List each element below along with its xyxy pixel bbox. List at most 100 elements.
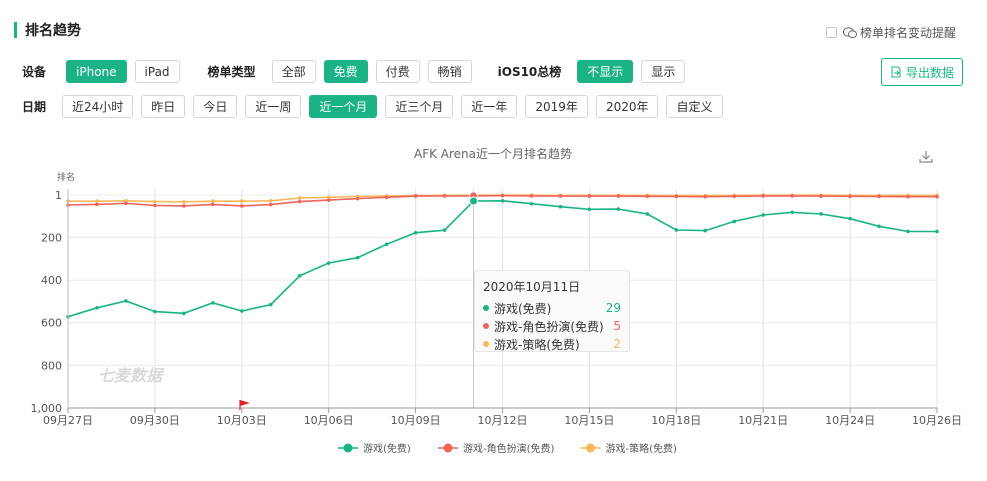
date-option-3months[interactable]: 近三个月 <box>385 95 454 118</box>
ios10-show[interactable]: 显示 <box>641 60 686 83</box>
data-point <box>182 200 186 204</box>
list-type-free[interactable]: 免费 <box>323 60 368 83</box>
data-point <box>558 193 563 198</box>
data-point <box>848 216 852 221</box>
chart-tooltip: 2020年10月11日 游戏(免费) 29 游戏-角色扮演(免费) 5 游戏-策… <box>474 270 630 352</box>
tooltip-series-name: 游戏-策略(免费) <box>494 337 580 352</box>
data-point <box>877 224 881 229</box>
data-point <box>268 202 273 207</box>
data-point <box>413 193 418 198</box>
data-point <box>848 193 852 198</box>
data-point <box>935 193 939 198</box>
data-point <box>469 196 479 206</box>
data-point <box>182 204 186 208</box>
legend-item[interactable]: 游戏(免费) <box>338 442 411 455</box>
data-point <box>268 302 273 307</box>
data-point <box>153 309 157 314</box>
export-label: 导出数据 <box>905 65 954 80</box>
date-option-2019[interactable]: 2019年 <box>525 95 588 118</box>
data-point <box>906 193 910 198</box>
data-point <box>790 193 794 198</box>
data-point <box>674 228 679 232</box>
date-option-yesterday[interactable]: 昨日 <box>141 95 186 118</box>
data-point <box>674 194 679 199</box>
x-tick-label: 10月21日 <box>738 414 788 427</box>
data-point <box>442 194 447 198</box>
data-point <box>645 194 650 199</box>
data-point <box>153 203 157 208</box>
data-point <box>761 194 765 198</box>
data-point <box>442 193 447 198</box>
list-type-all[interactable]: 全部 <box>271 60 316 83</box>
data-point <box>240 309 244 313</box>
tooltip-row: 游戏-角色扮演(免费) 5 <box>483 317 621 335</box>
y-tick-label: 800 <box>41 359 62 372</box>
date-option-2020[interactable]: 2020年 <box>595 95 659 118</box>
y-tick-label: 1,000 <box>31 402 63 415</box>
wechat-icon <box>842 26 857 39</box>
ios10-hide[interactable]: 不显示 <box>577 60 634 83</box>
export-data-button[interactable]: 导出数据 <box>881 58 963 86</box>
header-accent-bar <box>14 22 17 38</box>
data-point <box>732 194 737 199</box>
list-type-paid[interactable]: 付费 <box>375 60 420 83</box>
data-point <box>790 210 794 215</box>
data-point <box>761 213 765 217</box>
list-type-grossing[interactable]: 畅销 <box>427 60 472 83</box>
data-point <box>95 202 99 207</box>
series-line <box>67 194 937 207</box>
data-point <box>384 242 389 247</box>
x-tick-label: 10月26日 <box>912 414 962 427</box>
date-option-year[interactable]: 近一年 <box>461 95 518 118</box>
data-point <box>326 198 331 202</box>
legend-item[interactable]: 游戏-策略(免费) <box>580 442 678 455</box>
data-point <box>297 274 302 278</box>
data-point <box>153 199 157 204</box>
alert-label: 榜单排名变动提醒 <box>859 26 956 40</box>
data-point <box>413 194 418 198</box>
device-option-iphone[interactable]: iPhone <box>66 60 127 83</box>
legend-marker <box>586 443 595 453</box>
data-point <box>935 194 939 199</box>
data-point <box>211 301 215 305</box>
data-point <box>442 228 447 232</box>
y-tick-label: 1 <box>55 189 62 202</box>
rank-change-alert[interactable]: 榜单排名变动提醒 <box>825 24 956 41</box>
device-option-ipad[interactable]: iPad <box>134 60 180 83</box>
data-point <box>906 229 910 234</box>
tooltip-date: 2020年10月11日 <box>483 280 581 294</box>
tooltip-dot-strategy <box>483 341 489 347</box>
date-option-month[interactable]: 近一个月 <box>309 95 378 118</box>
data-point <box>469 190 479 200</box>
download-icon[interactable] <box>919 151 933 163</box>
date-option-today[interactable]: 今日 <box>193 95 238 118</box>
legend-marker <box>343 443 353 453</box>
tooltip-series-name: 游戏-角色扮演(免费) <box>494 319 604 334</box>
legend-item[interactable]: 游戏-角色扮演(免费) <box>438 442 555 455</box>
x-tick-label: 10月09日 <box>391 414 441 427</box>
alert-checkbox[interactable] <box>825 27 837 38</box>
tooltip-dot-rpg <box>483 323 489 329</box>
x-tick-label: 10月03日 <box>217 414 267 427</box>
export-icon <box>890 66 902 78</box>
data-point <box>935 229 939 234</box>
data-point <box>355 194 360 199</box>
data-point <box>240 204 244 208</box>
data-point <box>877 193 881 198</box>
data-point <box>587 194 592 198</box>
date-option-week[interactable]: 近一周 <box>245 95 302 118</box>
section-header: 排名趋势 <box>14 20 81 40</box>
date-option-custom[interactable]: 自定义 <box>666 95 723 118</box>
tooltip-series-name: 游戏(免费) <box>494 301 552 316</box>
data-point <box>703 228 708 233</box>
data-point <box>297 199 302 204</box>
x-tick-label: 10月24日 <box>825 414 875 427</box>
data-point <box>877 194 881 199</box>
y-tick-label: 200 <box>41 231 62 244</box>
date-option-24h[interactable]: 近24小时 <box>62 95 134 118</box>
data-point <box>124 198 128 203</box>
data-point <box>66 199 70 203</box>
x-tick-label: 10月12日 <box>478 414 528 427</box>
data-point <box>182 311 186 316</box>
data-point <box>819 212 823 216</box>
